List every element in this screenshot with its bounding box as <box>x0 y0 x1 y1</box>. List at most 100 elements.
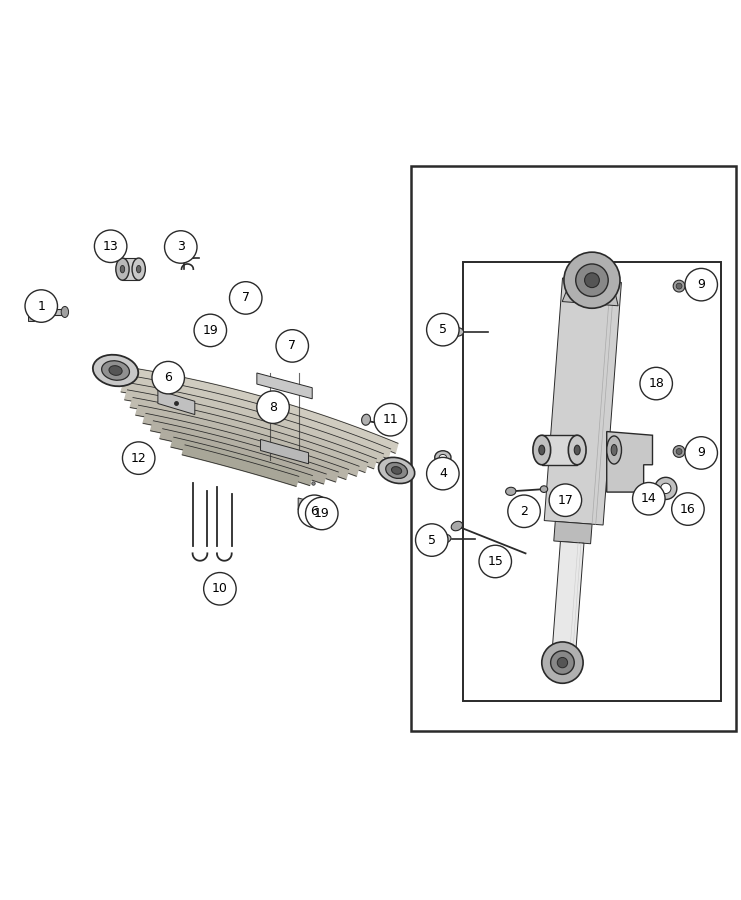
Circle shape <box>508 495 540 527</box>
Polygon shape <box>130 398 368 472</box>
Circle shape <box>633 482 665 515</box>
Ellipse shape <box>540 486 548 492</box>
Circle shape <box>676 284 682 289</box>
Polygon shape <box>136 405 359 476</box>
Bar <box>28 303 34 320</box>
Text: 1: 1 <box>37 300 45 312</box>
Ellipse shape <box>391 466 402 474</box>
Circle shape <box>152 362 185 394</box>
Polygon shape <box>121 382 384 464</box>
Circle shape <box>25 290 58 322</box>
Ellipse shape <box>439 454 447 460</box>
Ellipse shape <box>93 355 139 386</box>
Polygon shape <box>171 437 313 485</box>
Text: 8: 8 <box>269 400 277 414</box>
Ellipse shape <box>451 521 462 531</box>
Ellipse shape <box>116 258 129 280</box>
Polygon shape <box>160 428 326 484</box>
Ellipse shape <box>136 266 141 273</box>
Ellipse shape <box>438 534 451 543</box>
Ellipse shape <box>379 457 415 483</box>
Text: 10: 10 <box>212 582 227 595</box>
Text: 9: 9 <box>697 446 705 460</box>
Ellipse shape <box>451 328 464 337</box>
Circle shape <box>640 367 672 400</box>
Polygon shape <box>607 431 653 492</box>
Polygon shape <box>150 421 339 482</box>
Circle shape <box>542 642 583 683</box>
Ellipse shape <box>568 436 586 464</box>
Circle shape <box>305 497 338 530</box>
Circle shape <box>585 273 599 288</box>
Bar <box>411 166 736 731</box>
Text: 16: 16 <box>680 502 696 516</box>
Text: 5: 5 <box>428 534 436 546</box>
Bar <box>542 436 577 464</box>
Text: 6: 6 <box>310 505 319 518</box>
Ellipse shape <box>611 445 617 455</box>
Circle shape <box>204 572 236 605</box>
Circle shape <box>427 313 459 346</box>
Circle shape <box>661 483 671 493</box>
Circle shape <box>479 545 511 578</box>
Circle shape <box>685 268 717 301</box>
Polygon shape <box>124 390 376 469</box>
Ellipse shape <box>362 414 370 425</box>
Text: 6: 6 <box>165 371 172 384</box>
Text: 5: 5 <box>439 323 447 337</box>
Circle shape <box>374 403 407 436</box>
Circle shape <box>427 457 459 490</box>
Circle shape <box>673 280 685 292</box>
Ellipse shape <box>539 446 545 454</box>
Bar <box>33 309 65 315</box>
Ellipse shape <box>533 436 551 464</box>
Polygon shape <box>182 445 299 486</box>
Circle shape <box>557 657 568 668</box>
Ellipse shape <box>109 365 122 375</box>
Circle shape <box>276 329 308 362</box>
Ellipse shape <box>435 451 451 464</box>
Circle shape <box>122 442 155 474</box>
Ellipse shape <box>132 258 145 280</box>
Circle shape <box>676 448 682 454</box>
Circle shape <box>94 230 127 263</box>
Polygon shape <box>118 374 391 459</box>
Polygon shape <box>544 278 622 525</box>
Circle shape <box>165 230 197 263</box>
Text: 4: 4 <box>439 467 447 480</box>
Ellipse shape <box>505 487 516 495</box>
Circle shape <box>655 477 677 500</box>
Text: 18: 18 <box>648 377 664 390</box>
Ellipse shape <box>102 361 130 381</box>
Polygon shape <box>261 439 308 464</box>
Text: 2: 2 <box>520 505 528 518</box>
Ellipse shape <box>607 436 622 464</box>
Circle shape <box>551 651 574 674</box>
Text: 13: 13 <box>103 239 119 253</box>
Bar <box>463 262 721 701</box>
Polygon shape <box>554 521 592 544</box>
Ellipse shape <box>386 463 408 479</box>
Polygon shape <box>158 391 195 415</box>
Text: 7: 7 <box>242 292 250 304</box>
Bar <box>122 258 139 280</box>
Text: 19: 19 <box>314 507 330 520</box>
Text: 9: 9 <box>697 278 705 291</box>
Circle shape <box>230 282 262 314</box>
Ellipse shape <box>120 266 124 273</box>
Circle shape <box>257 391 289 423</box>
Circle shape <box>416 524 448 556</box>
Text: 14: 14 <box>641 492 657 505</box>
Text: 12: 12 <box>131 452 147 464</box>
Ellipse shape <box>62 306 69 318</box>
Polygon shape <box>551 542 584 661</box>
Polygon shape <box>298 498 335 519</box>
Polygon shape <box>562 279 618 306</box>
Text: 3: 3 <box>177 240 185 254</box>
Circle shape <box>673 446 685 457</box>
Text: 15: 15 <box>488 555 503 568</box>
Polygon shape <box>257 373 312 399</box>
Polygon shape <box>143 413 348 480</box>
Text: 7: 7 <box>288 339 296 353</box>
Circle shape <box>685 436 717 469</box>
